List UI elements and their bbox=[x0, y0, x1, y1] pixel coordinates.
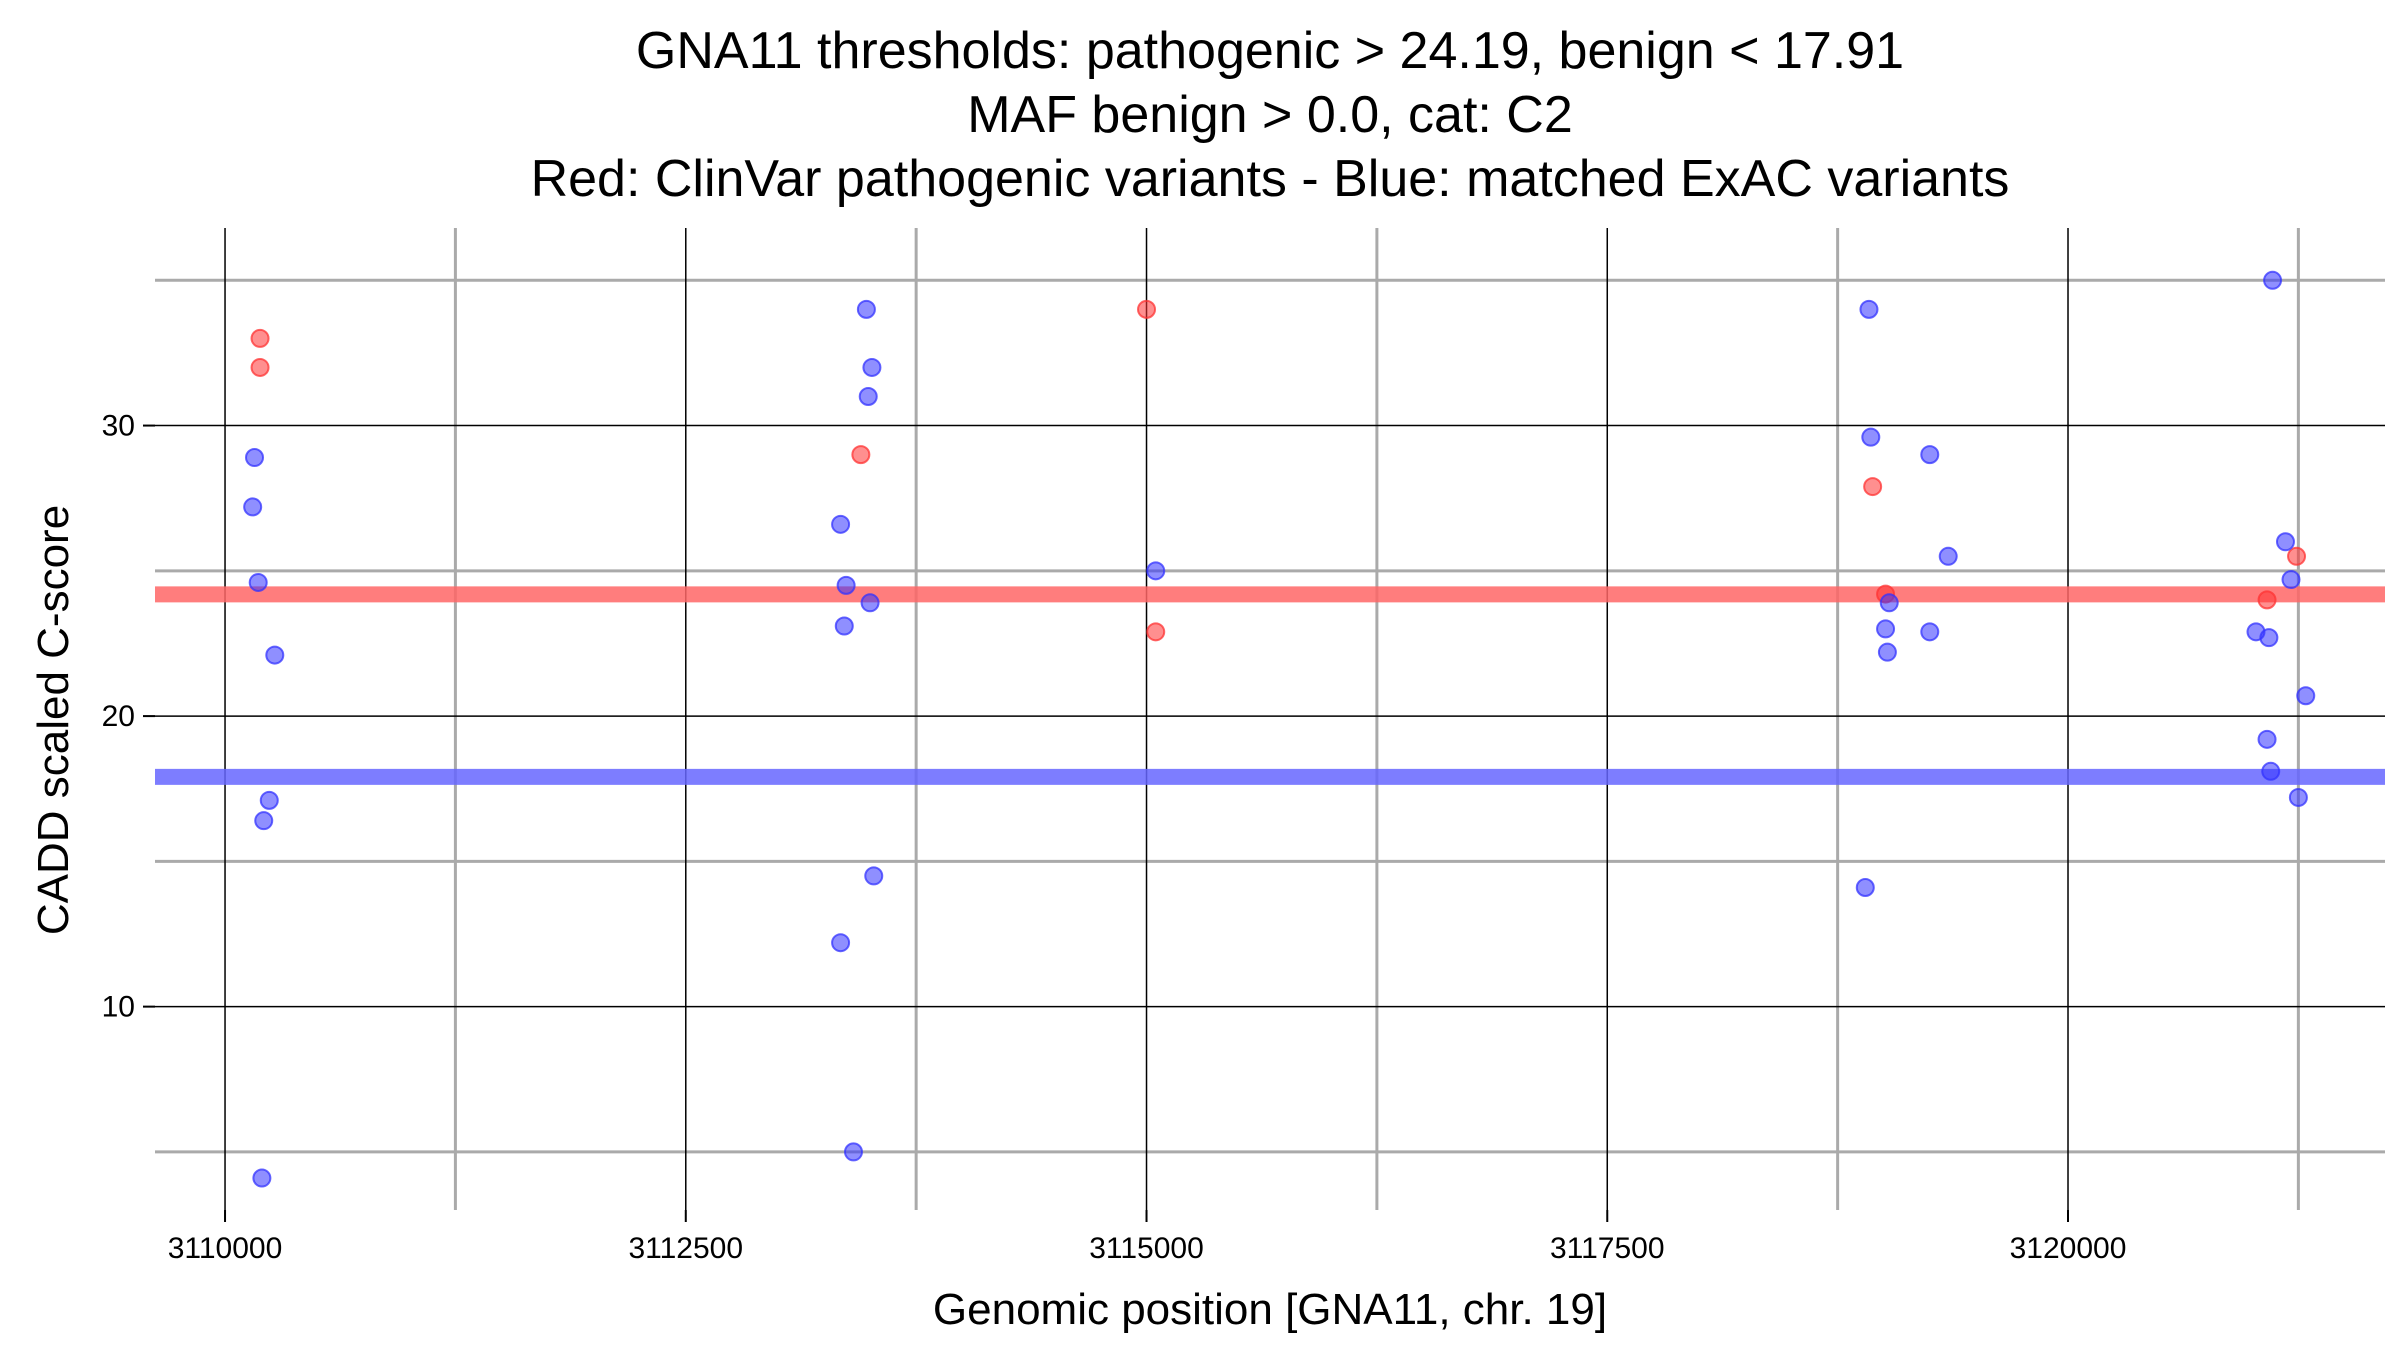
exac-variant-point bbox=[834, 616, 854, 636]
x-tick-label: 3115000 bbox=[1089, 1232, 1204, 1265]
exac-variant-point bbox=[856, 299, 876, 319]
clinvar-pathogenic-point bbox=[2257, 590, 2277, 610]
exac-variant-point bbox=[831, 514, 851, 534]
clinvar-pathogenic-point bbox=[250, 328, 270, 348]
exac-variant-point bbox=[864, 866, 884, 886]
exac-variant-point bbox=[245, 448, 265, 468]
exac-variant-point bbox=[1146, 561, 1166, 581]
x-tick-label: 3120000 bbox=[2010, 1232, 2127, 1265]
exac-variant-point bbox=[1938, 546, 1958, 566]
clinvar-pathogenic-point bbox=[851, 445, 871, 465]
exac-variant-point bbox=[2259, 628, 2279, 648]
chart-title: GNA11 thresholds: pathogenic > 24.19, be… bbox=[531, 22, 2010, 208]
exac-variant-point bbox=[1876, 619, 1896, 639]
y-tick-label: 20 bbox=[102, 700, 135, 733]
x-tick-label: 3112500 bbox=[628, 1232, 743, 1265]
exac-variant-point bbox=[1855, 878, 1875, 898]
exac-variant-point bbox=[254, 811, 274, 831]
exac-variant-point bbox=[1920, 622, 1940, 642]
exac-variant-point bbox=[2296, 686, 2316, 706]
clinvar-pathogenic-point bbox=[1146, 622, 1166, 642]
clinvar-pathogenic-point bbox=[1863, 477, 1883, 497]
y-axis-ticks: 10 20 30 bbox=[102, 410, 155, 1024]
exac-variant-point bbox=[860, 593, 880, 613]
minor-gridlines bbox=[155, 228, 2385, 1210]
exac-variant-point bbox=[259, 790, 279, 810]
exac-variant-point bbox=[1920, 445, 1940, 465]
title-line-3: Red: ClinVar pathogenic variants - Blue:… bbox=[531, 150, 2010, 208]
y-tick-label: 30 bbox=[102, 410, 135, 443]
y-axis-label: CADD scaled C-score bbox=[29, 505, 78, 935]
clinvar-pathogenic-point bbox=[2287, 546, 2307, 566]
x-axis-label: Genomic position [GNA11, chr. 19] bbox=[933, 1285, 1607, 1334]
data-points bbox=[243, 270, 2316, 1188]
clinvar-pathogenic-point bbox=[250, 357, 270, 377]
exac-variant-point bbox=[836, 575, 856, 595]
exac-variant-point bbox=[243, 497, 263, 517]
exac-variant-point bbox=[265, 645, 285, 665]
exac-variant-point bbox=[1877, 642, 1897, 662]
exac-variant-point bbox=[248, 572, 268, 592]
exac-variant-point bbox=[2263, 270, 2283, 290]
y-tick-label: 10 bbox=[102, 991, 135, 1024]
title-line-2: MAF benign > 0.0, cat: C2 bbox=[967, 86, 1573, 144]
exac-variant-point bbox=[2275, 532, 2295, 552]
exac-variant-point bbox=[252, 1168, 272, 1188]
title-line-1: GNA11 thresholds: pathogenic > 24.19, be… bbox=[636, 22, 1904, 80]
exac-variant-point bbox=[2261, 761, 2281, 781]
exac-variant-point bbox=[2288, 787, 2308, 807]
threshold-lines bbox=[155, 586, 2385, 785]
exac-variant-point bbox=[2257, 729, 2277, 749]
x-tick-label: 3117500 bbox=[1550, 1232, 1665, 1265]
exac-variant-point bbox=[1859, 299, 1879, 319]
exac-variant-point bbox=[1879, 593, 1899, 613]
exac-variant-point bbox=[843, 1142, 863, 1162]
x-axis-ticks: 3110000 3112500 3115000 3117500 3120000 bbox=[168, 1210, 2127, 1265]
exac-variant-point bbox=[2281, 570, 2301, 590]
exac-variant-point bbox=[858, 387, 878, 407]
major-gridlines bbox=[155, 228, 2385, 1210]
clinvar-pathogenic-point bbox=[1137, 299, 1157, 319]
x-tick-label: 3110000 bbox=[168, 1232, 283, 1265]
exac-variant-point bbox=[1861, 427, 1881, 447]
exac-variant-point bbox=[862, 357, 882, 377]
exac-variant-point bbox=[831, 933, 851, 953]
